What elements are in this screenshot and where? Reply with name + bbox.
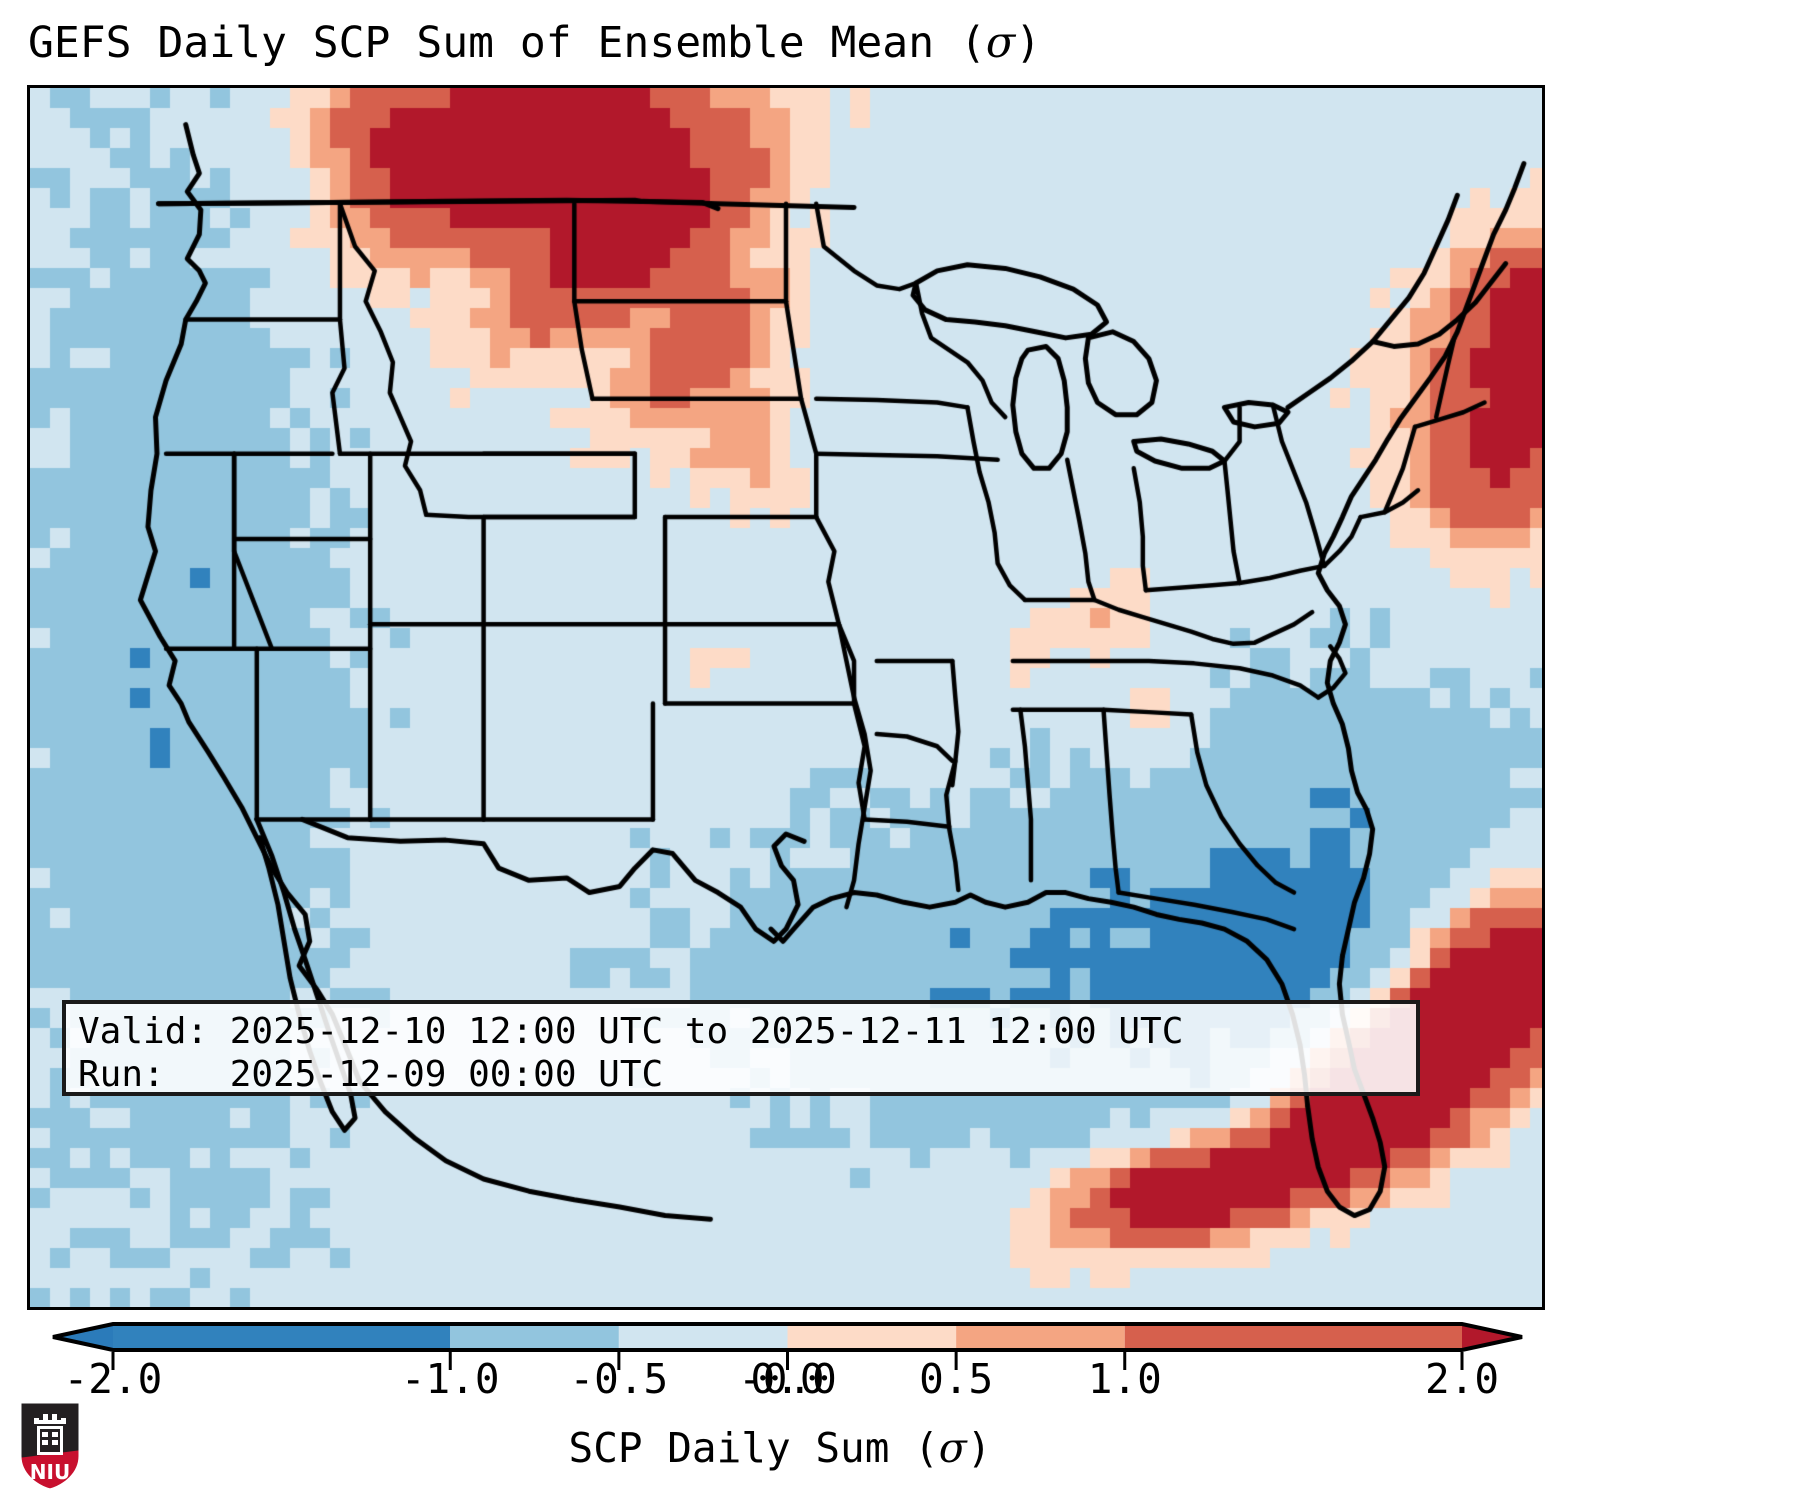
colorbar-tick-labels: -2.0 -1.0 -0.5 -0.0 0.0 0.5 1.0 2.0 <box>0 1355 1803 1410</box>
colorbar-extend-high <box>1462 1324 1522 1350</box>
colorbar-tick-label: -1.0 <box>400 1355 500 1403</box>
colorbar-segment <box>450 1324 619 1350</box>
colorbar-sigma-symbol: σ <box>938 1424 967 1472</box>
colorbar-axis-label-paren: ) <box>966 1424 992 1472</box>
run-time-line: Run: 2025-12-09 00:00 UTC <box>78 1054 664 1095</box>
page-title-text: GEFS Daily SCP Sum of Ensemble Mean ( <box>28 18 986 68</box>
colorbar-tick-label: -2.0 <box>63 1355 163 1403</box>
logo-text: NIU <box>30 1460 70 1484</box>
page-title-paren: ) <box>1015 18 1042 68</box>
logo-castle-icon <box>34 1414 66 1455</box>
niu-logo: NIU <box>18 1400 82 1492</box>
colorbar-tick-label: 0.5 <box>919 1355 994 1403</box>
page-title: GEFS Daily SCP Sum of Ensemble Mean (σ) <box>28 18 1041 68</box>
colorbar[interactable] <box>0 1317 1803 1377</box>
map-plot-area[interactable] <box>27 85 1545 1310</box>
colorbar-tick-label: 1.0 <box>1087 1355 1162 1403</box>
colorbar-outline <box>52 1322 1523 1352</box>
colorbar-svg <box>52 1322 1523 1370</box>
colorbar-segment <box>787 1324 957 1350</box>
colorbar-tick-label: -0.0 <box>738 1355 837 1403</box>
valid-time-line: Valid: 2025-12-10 12:00 UTC to 2025-12-1… <box>78 1011 1184 1052</box>
colorbar-segment <box>1124 1324 1462 1350</box>
colorbar-extend-low <box>53 1324 113 1350</box>
colorbar-axis-label-text: SCP Daily Sum ( <box>568 1424 939 1472</box>
map-borders-overlay <box>30 88 1542 1307</box>
sigma-symbol: σ <box>985 18 1016 68</box>
colorbar-tick-label: -0.5 <box>569 1355 669 1403</box>
colorbar-segment <box>618 1324 788 1350</box>
forecast-info-box: Valid: 2025-12-10 12:00 UTC to 2025-12-1… <box>62 1000 1420 1096</box>
logo-shield-outline <box>18 1400 82 1492</box>
colorbar-tick-label: 2.0 <box>1424 1355 1500 1403</box>
colorbar-axis-label: SCP Daily Sum (σ) <box>0 1424 1560 1472</box>
colorbar-segment <box>956 1324 1125 1350</box>
colorbar-segment <box>113 1324 451 1350</box>
colorbar-tick-label: 0.0 <box>750 1355 825 1403</box>
